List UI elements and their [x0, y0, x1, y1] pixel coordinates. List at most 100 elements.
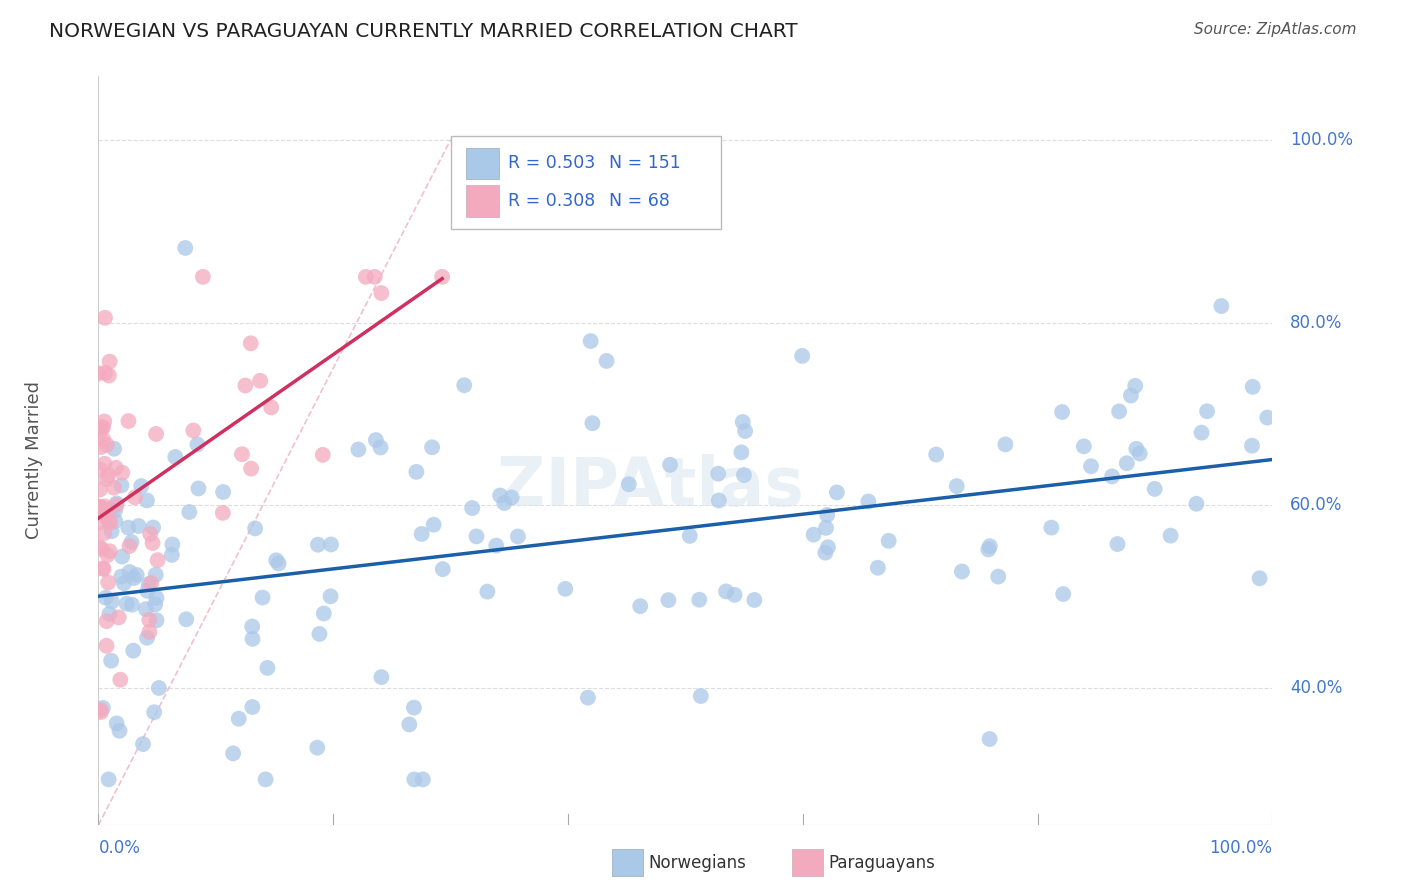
Point — [319, 537, 342, 551]
Point — [977, 542, 1000, 557]
Point — [97, 468, 120, 483]
Point — [145, 427, 167, 442]
Point — [1052, 587, 1074, 601]
Point — [103, 481, 125, 495]
Point — [1160, 528, 1182, 542]
Point — [138, 577, 160, 591]
Point — [432, 562, 454, 576]
Point — [112, 576, 135, 591]
Point — [145, 567, 167, 582]
Point — [489, 488, 512, 502]
Point — [461, 501, 484, 516]
Point — [90, 703, 112, 717]
Point — [132, 737, 155, 751]
Point — [235, 378, 257, 392]
Point — [1185, 497, 1208, 511]
Point — [370, 286, 392, 301]
Point — [734, 424, 756, 438]
Point — [858, 494, 880, 508]
Point — [90, 705, 112, 719]
Point — [124, 491, 146, 505]
Point — [97, 548, 120, 562]
Point — [129, 479, 152, 493]
Point — [256, 661, 278, 675]
Point — [141, 536, 163, 550]
Point — [402, 700, 425, 714]
Point — [240, 461, 263, 475]
Point — [101, 594, 124, 608]
Point — [420, 440, 443, 454]
Point — [100, 654, 122, 668]
Point — [501, 491, 523, 505]
Point — [1256, 410, 1278, 425]
Point — [90, 420, 112, 434]
Point — [104, 460, 127, 475]
Point — [412, 772, 434, 787]
Point — [1119, 388, 1142, 402]
Point — [240, 619, 263, 633]
Point — [370, 441, 392, 455]
Point — [191, 269, 214, 284]
Point — [98, 607, 121, 621]
Point — [707, 493, 730, 508]
Point — [162, 537, 184, 551]
Text: 80.0%: 80.0% — [1291, 313, 1343, 332]
Point — [243, 521, 266, 535]
Point — [945, 479, 967, 493]
Text: 100.0%: 100.0% — [1209, 838, 1272, 857]
Point — [107, 610, 129, 624]
Point — [90, 440, 112, 454]
Point — [1123, 379, 1146, 393]
Point — [485, 539, 508, 553]
Point — [554, 582, 576, 596]
Point — [404, 772, 426, 787]
Text: Currently Married: Currently Married — [25, 381, 42, 539]
Point — [242, 632, 264, 646]
Text: NORWEGIAN VS PARAGUAYAN CURRENTLY MARRIED CORRELATION CHART: NORWEGIAN VS PARAGUAYAN CURRENTLY MARRIE… — [49, 22, 797, 41]
Point — [987, 569, 1010, 583]
Point — [814, 546, 837, 560]
Point — [1129, 446, 1152, 460]
Point — [825, 485, 848, 500]
Point — [186, 437, 208, 451]
Point — [405, 465, 427, 479]
Point — [231, 447, 253, 461]
Point — [103, 442, 125, 456]
Point — [581, 416, 603, 430]
Text: R = 0.308: R = 0.308 — [508, 192, 595, 210]
Point — [139, 527, 162, 541]
Point — [142, 520, 165, 534]
Point — [187, 482, 209, 496]
Point — [98, 516, 121, 530]
Point — [93, 526, 115, 541]
Point — [90, 541, 112, 556]
Point — [422, 517, 444, 532]
Point — [94, 591, 117, 605]
Point — [98, 514, 121, 528]
Point — [145, 591, 167, 605]
Point — [267, 557, 290, 571]
Point — [96, 614, 118, 628]
Point — [125, 568, 148, 582]
Point — [122, 571, 145, 585]
Point — [228, 712, 250, 726]
Point — [105, 496, 128, 510]
Point — [714, 584, 737, 599]
Point — [97, 575, 120, 590]
Point — [89, 483, 111, 497]
Point — [979, 732, 1001, 747]
Point — [115, 597, 138, 611]
Point — [308, 627, 330, 641]
Point — [91, 432, 114, 446]
Point — [91, 420, 114, 434]
Point — [723, 588, 745, 602]
Point — [979, 539, 1001, 553]
Point — [136, 583, 159, 598]
Point — [105, 498, 128, 512]
Point — [110, 673, 132, 687]
Point — [138, 613, 160, 627]
Point — [364, 433, 387, 447]
Point — [222, 747, 245, 761]
Point — [312, 607, 335, 621]
Point — [174, 241, 197, 255]
